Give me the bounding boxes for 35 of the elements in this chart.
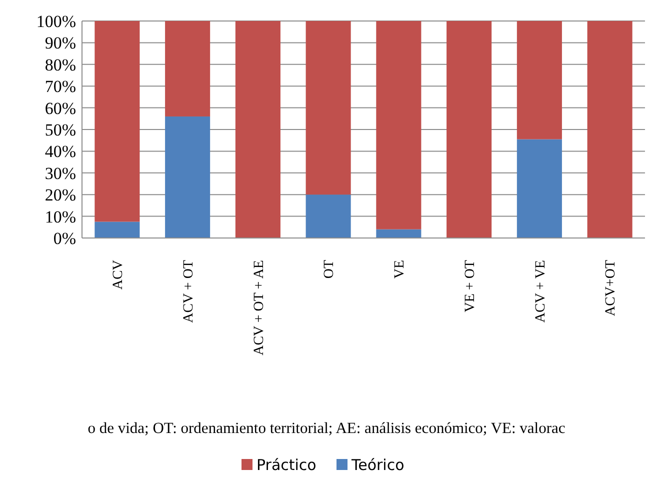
y-tick-label: 80% xyxy=(44,55,76,74)
x-tick-label: ACV+OT xyxy=(604,260,619,316)
x-tick-label: VE xyxy=(392,260,408,279)
x-tick-label: ACV + OT xyxy=(181,260,196,323)
bar xyxy=(306,194,351,238)
bar xyxy=(165,116,210,238)
text: o de vida; OT: ordenamiento territorial; AE: análisis económico; VE: valorac xyxy=(88,420,566,437)
bar xyxy=(94,222,140,238)
y-tick-label: 90% xyxy=(44,34,76,53)
x-tick-label: OT xyxy=(322,260,338,279)
legend-label: Teórico xyxy=(350,456,404,474)
bar xyxy=(446,21,492,238)
bar xyxy=(376,229,422,238)
bar xyxy=(587,21,632,238)
bar xyxy=(94,21,140,222)
x-tick-label: ACV + VE xyxy=(533,260,548,323)
y-tick-label: 100% xyxy=(36,12,76,31)
bar xyxy=(376,21,422,230)
y-tick-label: 30% xyxy=(44,164,76,183)
y-tick-label: 10% xyxy=(44,207,76,226)
y-tick-label: 50% xyxy=(44,120,76,140)
y-tick-label: 40% xyxy=(44,142,76,162)
x-tick-label: VE + OT xyxy=(462,260,478,312)
x-tick-label: ACV xyxy=(111,260,126,290)
legend-label: Práctico xyxy=(256,456,316,474)
x-tick-label: ACV + OT + AE xyxy=(252,260,267,356)
y-tick-label: 60% xyxy=(44,98,76,118)
y-tick-label: 20% xyxy=(44,186,76,205)
bar xyxy=(516,139,562,238)
y-tick-label: 70% xyxy=(44,77,76,96)
y-tick-label: 0% xyxy=(53,228,76,248)
bar xyxy=(516,21,562,140)
bar xyxy=(235,21,280,238)
bar xyxy=(306,21,351,195)
bar xyxy=(165,21,210,116)
